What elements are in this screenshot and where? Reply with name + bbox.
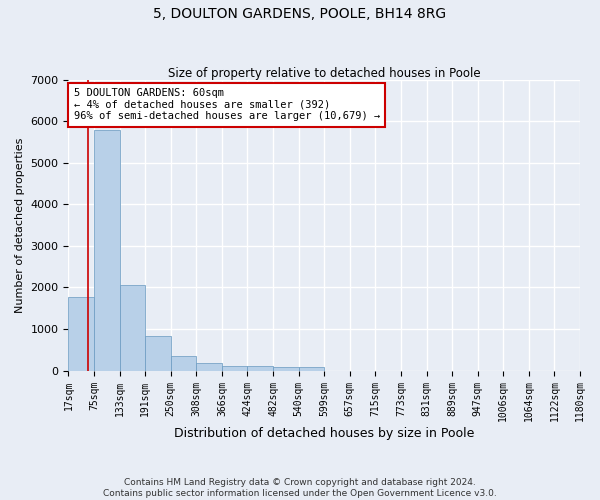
Text: Contains HM Land Registry data © Crown copyright and database right 2024.
Contai: Contains HM Land Registry data © Crown c… bbox=[103, 478, 497, 498]
Bar bbox=[299, 368, 324, 370]
Bar bbox=[68, 296, 94, 370]
Bar bbox=[94, 130, 119, 370]
Title: Size of property relative to detached houses in Poole: Size of property relative to detached ho… bbox=[168, 66, 481, 80]
Bar bbox=[247, 366, 273, 370]
Bar bbox=[145, 336, 171, 370]
Y-axis label: Number of detached properties: Number of detached properties bbox=[15, 138, 25, 312]
Text: 5 DOULTON GARDENS: 60sqm
← 4% of detached houses are smaller (392)
96% of semi-d: 5 DOULTON GARDENS: 60sqm ← 4% of detache… bbox=[74, 88, 380, 122]
X-axis label: Distribution of detached houses by size in Poole: Distribution of detached houses by size … bbox=[174, 427, 475, 440]
Bar bbox=[171, 356, 196, 370]
Bar bbox=[119, 286, 145, 370]
Bar bbox=[273, 367, 299, 370]
Bar bbox=[222, 366, 247, 370]
Bar bbox=[196, 362, 222, 370]
Text: 5, DOULTON GARDENS, POOLE, BH14 8RG: 5, DOULTON GARDENS, POOLE, BH14 8RG bbox=[154, 8, 446, 22]
